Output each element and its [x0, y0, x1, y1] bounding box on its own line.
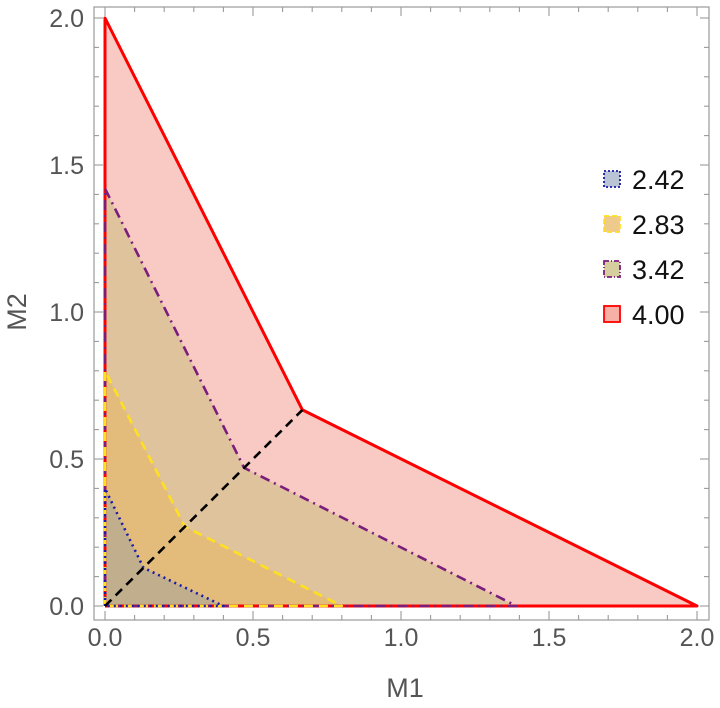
legend-swatch	[603, 260, 621, 278]
x-axis-title: M1	[386, 673, 424, 703]
legend-swatch	[603, 215, 621, 233]
area-fill-4-00	[105, 18, 697, 606]
chart-areas	[103, 16, 699, 608]
y-tick-label: 0.0	[49, 593, 84, 621]
area-fill-2-42	[105, 488, 224, 606]
x-tick-label: 1.5	[532, 624, 567, 652]
axis-ticks: 0.0 0.5 1.0 1.5 2.0 0.0 0.5 1.0 1.5 2.0	[49, 5, 714, 652]
legend-swatch	[603, 170, 621, 188]
y-axis-title: M2	[2, 293, 32, 331]
legend: 2.42 2.83 3.42 4.00	[603, 165, 685, 330]
x-tick-label: 0.0	[88, 624, 123, 652]
boundary-line-2-42	[103, 487, 225, 608]
y-tick-label: 1.0	[49, 299, 84, 327]
y-tick-label: 1.5	[49, 152, 84, 180]
diagonal-line	[104, 408, 304, 607]
y-tick-label: 2.0	[49, 5, 84, 33]
legend-item-3-42: 3.42	[603, 255, 685, 285]
legend-item-2-83: 2.83	[603, 210, 685, 240]
x-tick-label: 2.0	[680, 624, 715, 652]
y-tick-label: 0.5	[49, 446, 84, 474]
legend-item-2-42: 2.42	[603, 165, 685, 195]
legend-label: 4.00	[632, 300, 685, 330]
legend-label: 2.83	[632, 210, 685, 240]
legend-item-4-00: 4.00	[603, 300, 685, 330]
x-tick-label: 1.0	[384, 624, 419, 652]
legend-swatch	[603, 305, 621, 323]
legend-label: 3.42	[632, 255, 685, 285]
legend-label: 2.42	[632, 165, 685, 195]
x-tick-label: 0.5	[236, 624, 271, 652]
area-fill-3-42	[105, 188, 517, 606]
